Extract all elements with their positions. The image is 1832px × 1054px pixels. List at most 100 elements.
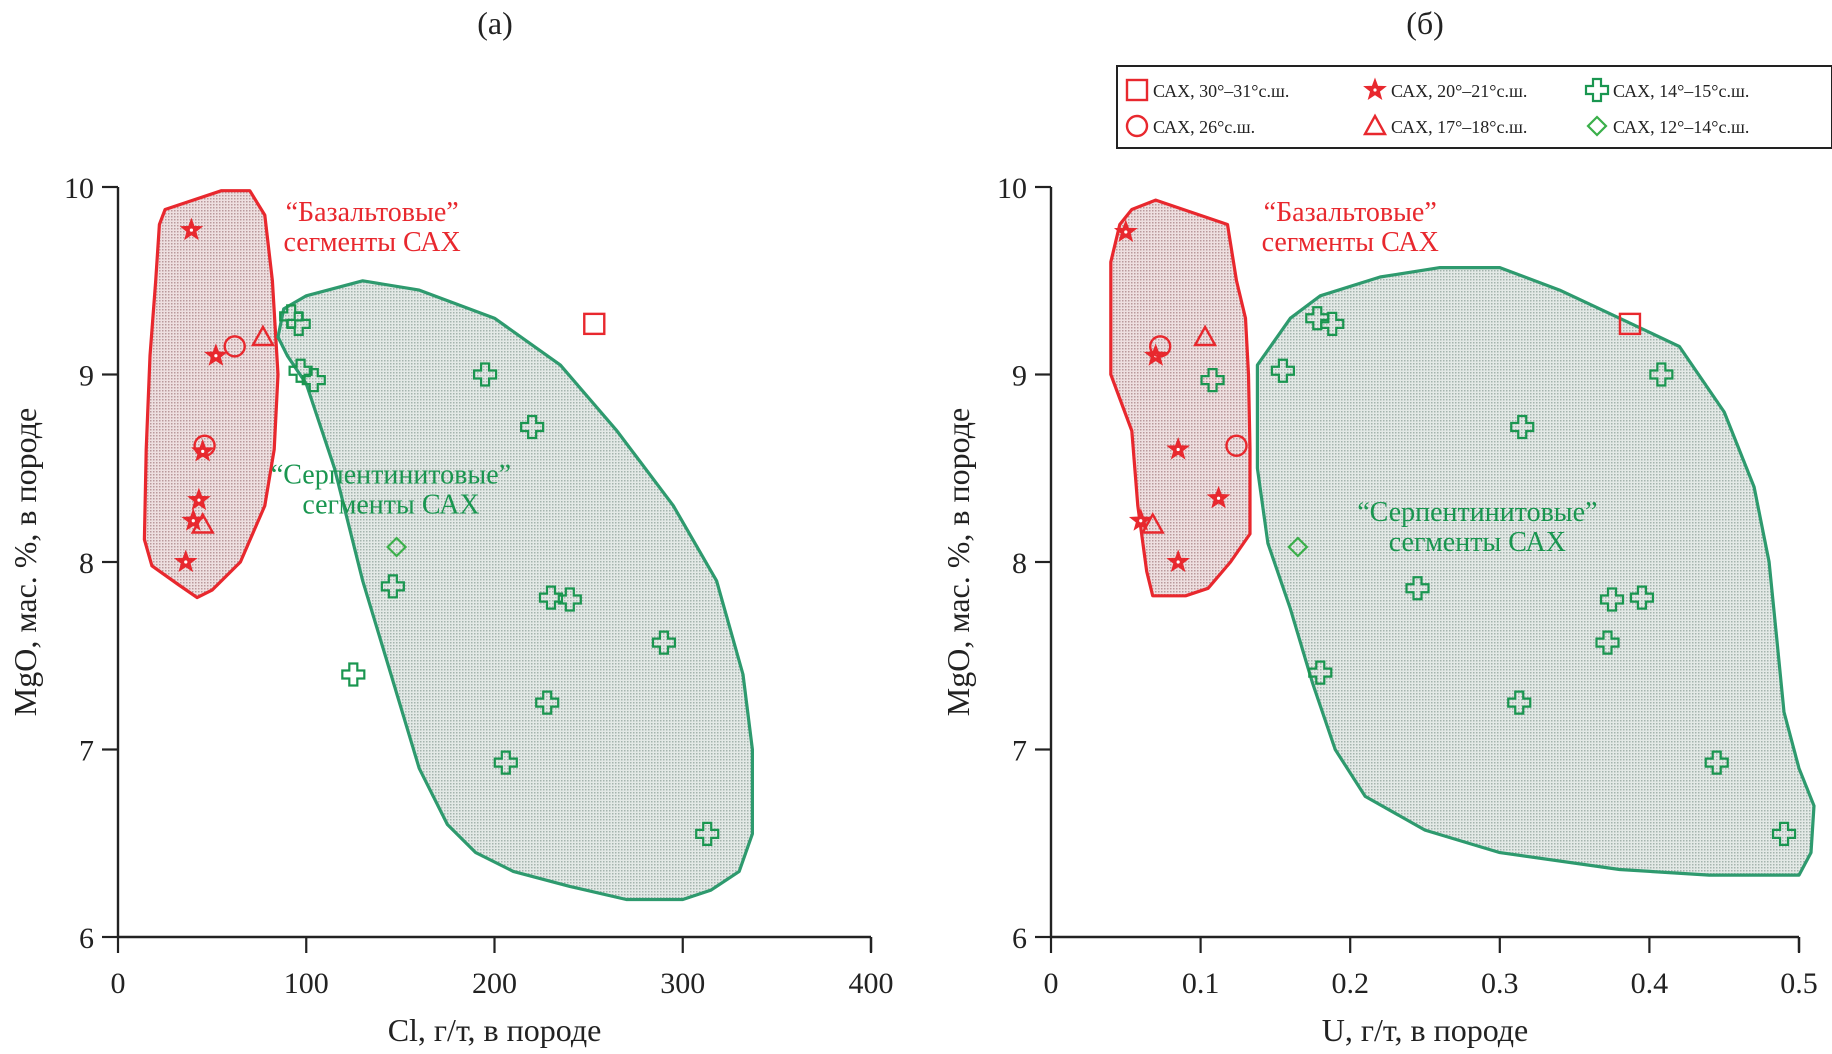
diamond-marker — [1287, 536, 1309, 558]
data-point — [1140, 512, 1165, 534]
legend-label: САХ, 17°–18°с.ш. — [1391, 117, 1527, 137]
panel-title: (б) — [1406, 5, 1444, 41]
data-point — [301, 368, 326, 393]
data-point — [1206, 485, 1231, 509]
legend-label: САХ, 12°–14°с.ш. — [1613, 117, 1749, 137]
legend: САХ, 30°–31°с.ш. САХ, 20°–21°с.ш. САХ, 14°… — [1116, 65, 1832, 149]
circle-marker — [193, 434, 216, 457]
data-point — [583, 312, 606, 336]
star-center — [1176, 447, 1180, 452]
data-point — [535, 690, 560, 715]
triangle-marker — [1362, 113, 1388, 136]
y-tick-label: 7 — [1012, 735, 1027, 768]
star-center — [1176, 560, 1180, 564]
legend-square-icon — [1125, 78, 1149, 102]
series-square — [1618, 312, 1642, 336]
triangle-marker — [190, 512, 215, 534]
data-point — [250, 324, 275, 347]
series-cross — [279, 304, 720, 846]
data-point — [193, 434, 216, 457]
serpentinite-region — [1255, 266, 1816, 877]
cross-marker — [1599, 587, 1625, 612]
cross-marker — [1704, 750, 1729, 775]
data-point — [472, 362, 498, 387]
data-point — [1200, 368, 1225, 393]
x-tick-label: 100 — [284, 967, 329, 1000]
cross-marker — [1584, 77, 1610, 103]
triangle-marker — [250, 324, 275, 347]
data-point — [1149, 335, 1172, 358]
circle-marker — [1225, 434, 1248, 457]
data-point — [1405, 576, 1430, 601]
data-point — [288, 358, 313, 383]
data-point — [1287, 536, 1309, 558]
cross-marker — [695, 821, 720, 846]
panel-b: (б) 0 0.1 0.2 0.3 0.4 0.5 6 7 8 9 10 U, г/т, в пород… — [940, 5, 1818, 1048]
square-marker — [1618, 312, 1642, 336]
basalt-label: “Базальтовые” — [286, 197, 459, 228]
basalt-region — [1109, 198, 1252, 598]
cross-marker — [1507, 690, 1532, 715]
cross-marker — [1649, 362, 1674, 387]
x-axis-label: U, г/т, в породе — [1322, 1012, 1529, 1048]
diamond-marker — [1586, 115, 1608, 137]
series-diamond — [386, 536, 408, 558]
basalt-label: “Базальтовые” — [1264, 197, 1437, 228]
x-tick-label: 0.4 — [1631, 967, 1669, 1000]
data-point — [1193, 324, 1218, 347]
y-tick-label: 7 — [79, 735, 94, 768]
x-tick-label: 300 — [660, 967, 705, 1000]
cross-marker — [1270, 358, 1295, 383]
data-point — [341, 662, 366, 687]
cross-marker — [1305, 306, 1330, 331]
y-tick-label: 6 — [1012, 922, 1027, 955]
data-point — [557, 587, 582, 612]
cross-marker — [288, 358, 313, 383]
legend-triangle-icon — [1362, 113, 1388, 136]
cross-marker — [301, 368, 326, 393]
data-point — [1507, 690, 1532, 715]
circle-marker — [1125, 114, 1149, 138]
data-point — [651, 630, 677, 655]
data-point — [1320, 311, 1345, 336]
data-point — [179, 217, 204, 241]
y-axis-label: MgO, мас. %, в породе — [940, 408, 976, 716]
series-circle — [193, 335, 246, 457]
diamond-marker — [386, 536, 408, 558]
data-point — [223, 335, 246, 358]
data-point — [286, 311, 311, 336]
circle-marker — [1149, 335, 1172, 358]
cross-marker — [1405, 576, 1430, 601]
x-tick-label: 0.2 — [1331, 967, 1369, 1000]
serpentinite-label: сегменты САХ — [1389, 527, 1566, 558]
series-cross — [1200, 306, 1797, 846]
cross-marker — [1510, 414, 1535, 440]
series-star — [173, 217, 228, 573]
data-point — [190, 512, 215, 534]
data-point — [173, 549, 198, 573]
basalt-label: сегменты САХ — [284, 227, 461, 258]
series-triangle — [190, 324, 275, 534]
data-point — [1305, 306, 1330, 331]
data-point — [1510, 414, 1535, 440]
data-point — [1128, 508, 1153, 531]
y-tick-label: 10 — [64, 172, 94, 205]
star-center — [1373, 88, 1377, 92]
triangle-marker — [1140, 512, 1165, 534]
cross-marker — [651, 630, 677, 655]
data-point — [1618, 312, 1642, 336]
cross-marker — [557, 587, 582, 612]
data-point — [386, 536, 408, 558]
serpentinite-region — [276, 279, 755, 902]
legend-label: САХ, 14°–15°с.ш. — [1613, 81, 1749, 101]
data-point — [1225, 434, 1248, 457]
star-center — [189, 228, 194, 232]
star-center — [1216, 496, 1221, 500]
data-point — [1649, 362, 1674, 387]
panel-a: (а) 0 100 200 300 400 6 7 8 9 10 Cl, г/т, в породе M… — [7, 5, 894, 1048]
x-tick-label: 400 — [849, 967, 894, 1000]
series-square — [583, 312, 606, 336]
data-point — [204, 343, 228, 366]
legend-star-icon — [1363, 77, 1387, 101]
